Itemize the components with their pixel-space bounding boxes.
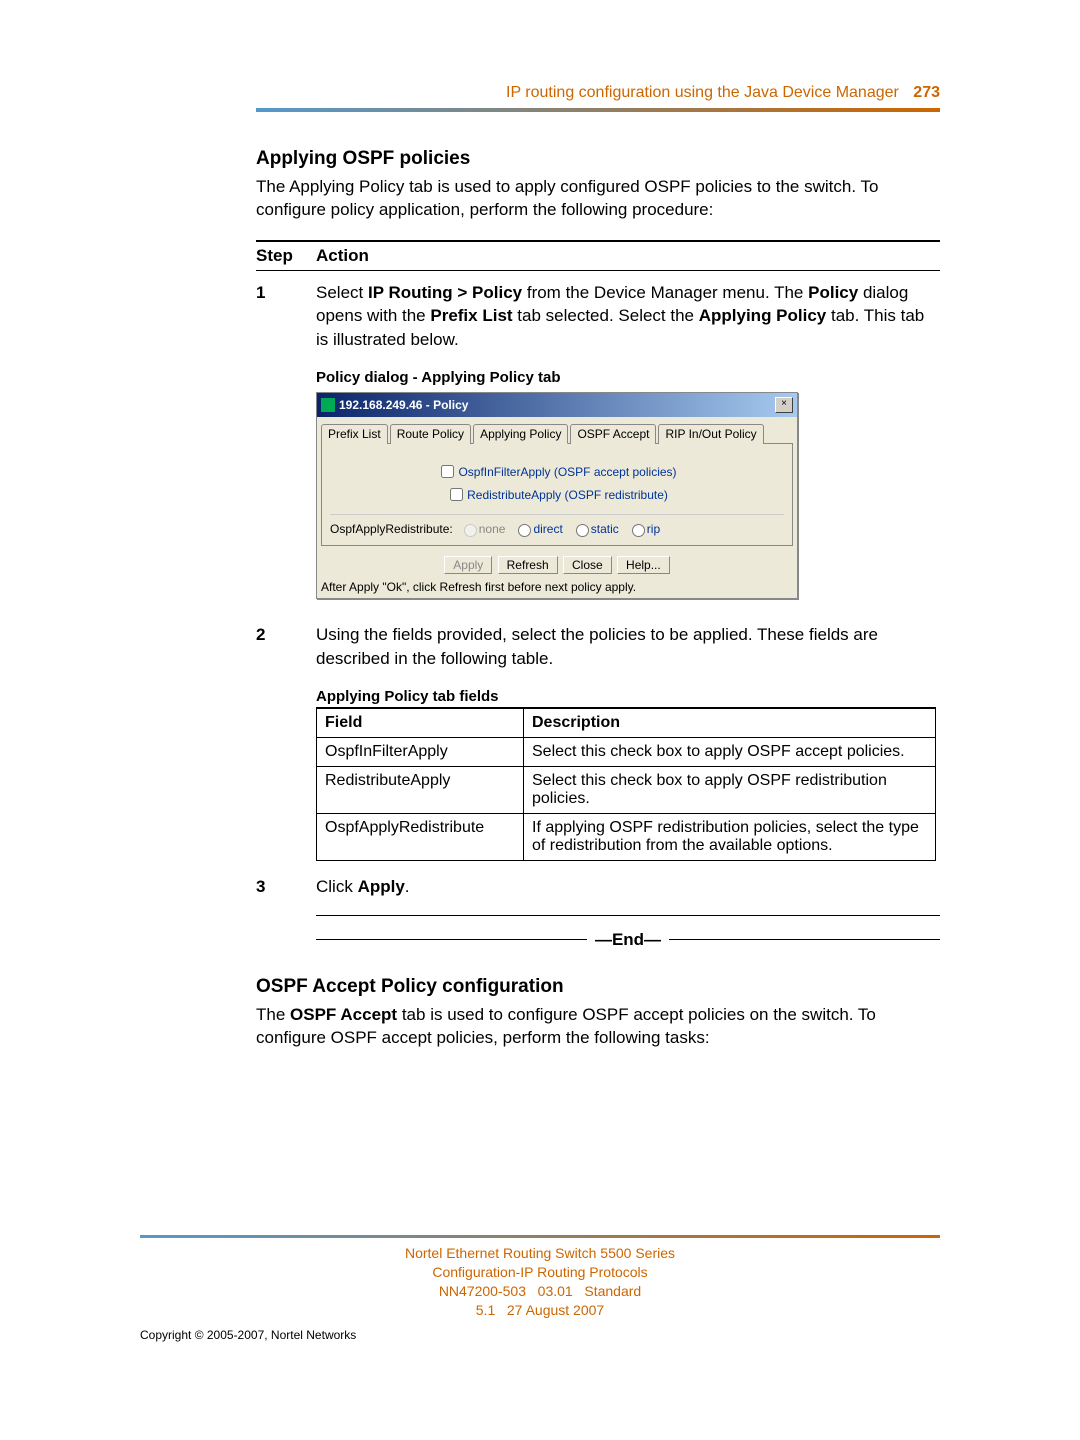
radio-label: OspfApplyRedistribute: <box>330 522 453 536</box>
footer: Nortel Ethernet Routing Switch 5500 Seri… <box>0 1244 1080 1320</box>
section-title-applying-ospf: Applying OSPF policies <box>256 148 940 170</box>
checkbox-redistribute: RedistributeApply (OSPF redistribute) <box>330 485 784 504</box>
ospf-infilter-checkbox[interactable] <box>441 465 454 478</box>
tab-route-policy[interactable]: Route Policy <box>390 424 471 444</box>
end-marker: —End— <box>316 930 940 950</box>
radio-static[interactable]: static <box>571 521 619 537</box>
running-header: IP routing configuration using the Java … <box>256 84 940 112</box>
section-intro: The Applying Policy tab is used to apply… <box>256 176 940 222</box>
tab-ospf-accept[interactable]: OSPF Accept <box>570 424 656 444</box>
radio-direct[interactable]: direct <box>513 521 562 537</box>
dialog-buttons: Apply Refresh Close Help... <box>317 556 797 574</box>
dialog-tabpanel: OspfInFilterApply (OSPF accept policies)… <box>321 443 793 546</box>
dialog-tabs: Prefix List Route Policy Applying Policy… <box>317 417 797 443</box>
step-3-text: Click Apply. <box>316 875 940 898</box>
step-2-text: Using the fields provided, select the po… <box>316 623 940 670</box>
step-2: 2 Using the fields provided, select the … <box>256 623 940 670</box>
section-title-ospf-accept: OSPF Accept Policy configuration <box>256 976 940 998</box>
help-button[interactable]: Help... <box>617 556 670 574</box>
apply-button[interactable]: Apply <box>444 556 492 574</box>
app-icon <box>321 398 335 412</box>
close-button[interactable]: Close <box>563 556 612 574</box>
header-text: IP routing configuration using the Java … <box>506 84 899 101</box>
dialog-caption: Policy dialog - Applying Policy tab <box>316 369 940 386</box>
dialog-titlebar: 192.168.249.46 - Policy × <box>317 393 797 417</box>
table-header-row: Field Description <box>317 708 936 738</box>
step-1-num: 1 <box>256 281 316 351</box>
step-head-action: Action <box>316 246 369 266</box>
checkbox-ospf-infilter: OspfInFilterApply (OSPF accept policies) <box>330 462 784 481</box>
step-2-num: 2 <box>256 623 316 670</box>
fields-table: Field Description OspfInFilterApply Sele… <box>316 707 936 861</box>
footer-line-3: NN47200-503 03.01 Standard <box>0 1282 1080 1301</box>
tab-applying-policy[interactable]: Applying Policy <box>473 424 568 444</box>
step-end-rule <box>316 915 940 916</box>
th-field: Field <box>317 708 524 738</box>
policy-dialog: 192.168.249.46 - Policy × Prefix List Ro… <box>316 392 798 599</box>
table-row: OspfInFilterApply Select this check box … <box>317 738 936 767</box>
footer-rule <box>140 1235 940 1238</box>
radio-none[interactable]: none <box>459 521 506 537</box>
th-description: Description <box>524 708 936 738</box>
step-3: 3 Click Apply. <box>256 875 940 898</box>
tab-prefix-list[interactable]: Prefix List <box>321 424 388 444</box>
step-1: 1 Select IP Routing > Policy from the De… <box>256 281 940 351</box>
step-1-text: Select IP Routing > Policy from the Devi… <box>316 281 940 351</box>
section-ospf-accept-intro: The OSPF Accept tab is used to configure… <box>256 1004 940 1050</box>
refresh-button[interactable]: Refresh <box>498 556 558 574</box>
page-number: 273 <box>913 84 940 101</box>
redistribute-checkbox[interactable] <box>450 488 463 501</box>
table-row: RedistributeApply Select this check box … <box>317 767 936 814</box>
close-icon[interactable]: × <box>775 397 793 413</box>
dialog-title: 192.168.249.46 - Policy <box>339 398 775 412</box>
table-row: OspfApplyRedistribute If applying OSPF r… <box>317 814 936 861</box>
tab-rip-inout[interactable]: RIP In/Out Policy <box>658 424 763 444</box>
radio-row-redistribute: OspfApplyRedistribute: none direct stati… <box>330 514 784 537</box>
end-label: —End— <box>587 930 669 950</box>
footer-line-1: Nortel Ethernet Routing Switch 5500 Seri… <box>0 1244 1080 1263</box>
step-table-header: Step Action <box>256 240 940 271</box>
footer-line-4: 5.1 27 August 2007 <box>0 1301 1080 1320</box>
copyright: Copyright © 2005-2007, Nortel Networks <box>140 1328 356 1342</box>
footer-line-2: Configuration-IP Routing Protocols <box>0 1263 1080 1282</box>
dialog-hint: After Apply "Ok", click Refresh first be… <box>317 578 797 598</box>
step-head-step: Step <box>256 246 316 266</box>
radio-rip[interactable]: rip <box>627 521 660 537</box>
table-caption: Applying Policy tab fields <box>316 688 940 705</box>
step-3-num: 3 <box>256 875 316 898</box>
